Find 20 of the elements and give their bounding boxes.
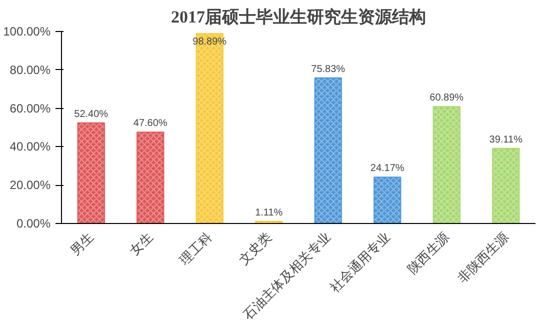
y-tick-label: 40.00%: [10, 140, 51, 154]
x-tick-label: 文史类: [236, 229, 274, 268]
x-tick-label: 理工科: [176, 229, 215, 268]
y-tick-label: 80.00%: [10, 62, 51, 77]
data-label: 52.40%: [74, 108, 108, 120]
data-label: 1.11%: [255, 207, 283, 218]
x-tick-label: 非陕西生源: [454, 229, 512, 286]
x-tick-label: 男生: [67, 229, 96, 258]
y-tick-label: 0.00%: [16, 216, 51, 230]
data-label: 47.60%: [133, 118, 168, 130]
x-tick-label: 女生: [126, 229, 156, 258]
chart-title: 2017届硕士毕业生研究生资源结构: [171, 8, 426, 26]
y-tick-label: 20.00%: [10, 178, 51, 192]
data-label: 39.11%: [489, 134, 523, 146]
x-tick-label: 陕西生源: [404, 229, 452, 277]
data-label: 75.83%: [311, 64, 346, 75]
data-label: 60.89%: [430, 92, 464, 104]
data-label: 24.17%: [370, 163, 404, 174]
y-tick-label: 100.00%: [3, 24, 51, 38]
y-tick-label: 60.00%: [10, 101, 51, 116]
